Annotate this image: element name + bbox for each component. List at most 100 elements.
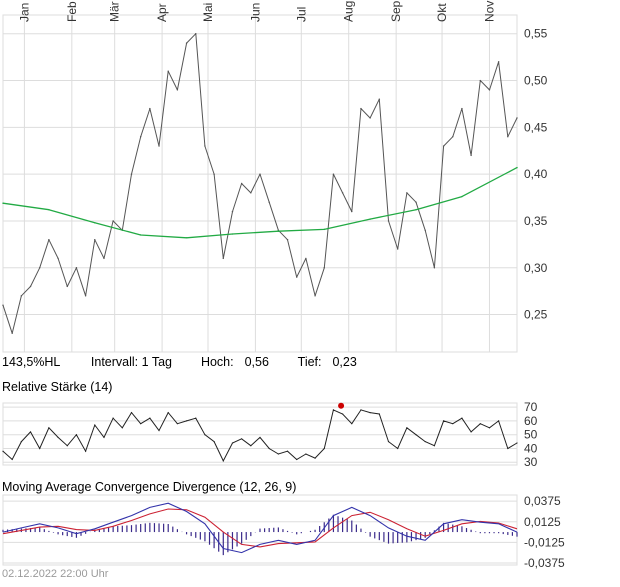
price-point: [29, 285, 32, 288]
signal-line: [2, 508, 518, 548]
rsi-point: [342, 413, 344, 415]
price-point: [250, 192, 252, 194]
price-point: [470, 154, 472, 157]
rsi-point: [57, 436, 59, 439]
price-ytick-label: 0,55: [524, 27, 548, 41]
price-point: [442, 145, 445, 147]
month-label: Sep: [389, 0, 403, 22]
price-point: [139, 135, 142, 138]
price-point: [213, 173, 215, 175]
rsi-point: [360, 409, 362, 411]
rsi-point: [286, 450, 289, 452]
month-label: Apr: [155, 3, 169, 22]
month-label: Jan: [17, 3, 31, 22]
price-ytick-label: 0,50: [524, 74, 548, 88]
month-label: Aug: [342, 1, 356, 22]
macd-ytick-label: 0,0375: [524, 494, 561, 508]
price-point: [351, 210, 353, 213]
price-point: [149, 107, 151, 110]
moving-average-point: [231, 233, 234, 235]
price-point: [415, 201, 417, 203]
month-label: Feb: [65, 1, 79, 22]
month-label: Mär: [108, 1, 122, 22]
rsi-point: [470, 431, 472, 433]
rsi-point: [461, 417, 463, 419]
rsi-point: [442, 420, 445, 422]
rsi-point: [213, 440, 215, 443]
rsi-point: [167, 412, 169, 414]
rsi-point: [66, 445, 68, 447]
price-point: [341, 192, 344, 194]
rsi-point: [39, 447, 41, 450]
rsi-point: [516, 442, 518, 444]
rsi-point: [378, 413, 380, 415]
price-point: [75, 267, 78, 269]
rsi-line: [2, 409, 518, 463]
month-label: Nov: [483, 1, 497, 22]
rsi-point: [103, 436, 105, 439]
rsi-point: [369, 412, 371, 414]
price-point: [332, 173, 335, 175]
price-point: [176, 89, 179, 91]
footer-timestamp: 02.12.2022 22:00 Uhr: [2, 568, 109, 580]
macd-ytick-label: 0,0125: [524, 515, 561, 529]
interval-label: Intervall:: [90, 355, 139, 369]
price-point: [424, 229, 426, 232]
macd-title: Moving Average Convergence Divergence (1…: [2, 480, 297, 494]
rsi-point: [241, 438, 243, 440]
rsi-point: [20, 440, 22, 443]
price-point: [452, 135, 454, 138]
price-point: [158, 145, 160, 147]
rsi-point: [204, 434, 206, 436]
rsi-point: [185, 420, 188, 422]
price-point: [195, 33, 197, 35]
rsi-point: [94, 424, 96, 426]
macd-line: [2, 502, 518, 554]
rsi-ytick-label: 30: [524, 455, 538, 469]
price-point: [103, 257, 105, 260]
month-label: Jul: [294, 7, 308, 22]
price-point: [406, 192, 408, 194]
price-point: [11, 332, 13, 334]
rsi-point: [250, 445, 252, 447]
price-point: [516, 117, 518, 119]
price-point: [259, 173, 261, 175]
price-point: [479, 79, 481, 82]
change-value: 143,5%HL: [2, 355, 60, 369]
rsi-point: [314, 457, 316, 459]
price-point: [369, 117, 371, 119]
rsi-point: [296, 458, 298, 461]
price-point: [387, 220, 390, 222]
moving-average-point: [323, 228, 325, 231]
rsi-ytick-label: 50: [524, 428, 538, 442]
moving-average-point: [2, 202, 4, 204]
moving-average-point: [185, 237, 188, 239]
price-point: [360, 107, 362, 110]
price-point: [323, 267, 325, 269]
price-point: [48, 238, 50, 241]
price-point: [39, 267, 41, 269]
rsi-point: [305, 453, 307, 455]
moving-average-point: [94, 222, 96, 224]
rsi-point: [424, 440, 426, 443]
rsi-point: [75, 434, 78, 436]
rsi-overbought-marker: [338, 402, 345, 409]
price-ytick-label: 0,35: [524, 214, 548, 228]
price-point: [185, 42, 188, 44]
price-point: [84, 295, 87, 297]
price-point: [167, 70, 169, 72]
moving-average-point: [415, 209, 417, 211]
price-point: [57, 257, 59, 260]
price-point: [378, 98, 381, 100]
rsi-point: [387, 440, 390, 443]
rsi-point: [222, 460, 224, 462]
rsi-point: [488, 427, 491, 429]
price-point: [204, 145, 206, 147]
rsi-ytick-label: 40: [524, 441, 538, 455]
rsi-point: [452, 423, 454, 425]
moving-average-point: [461, 195, 463, 198]
rsi-ytick-label: 60: [524, 414, 538, 428]
moving-average-line: [2, 167, 518, 239]
interval-value: 1 Tag: [141, 355, 172, 369]
